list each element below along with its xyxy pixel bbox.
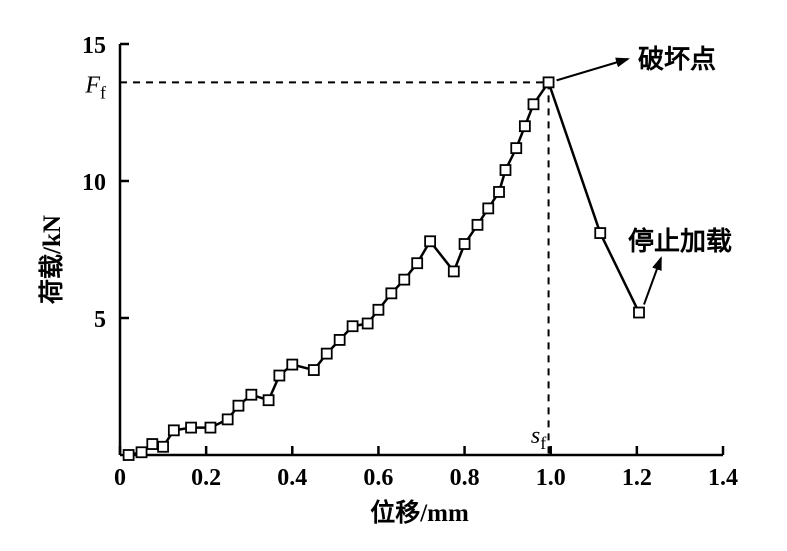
y-tick-label: 10 [82,170,106,196]
y-tick-label: 15 [82,33,106,59]
data-point-marker [424,235,437,248]
data-point-marker [493,186,505,198]
failure-point-annotation: 破坏点 [638,44,716,74]
data-point-marker [542,76,555,89]
data-point-marker [385,287,398,300]
data-point-marker [447,265,460,278]
y-axis-title: 荷载/kN [38,215,66,304]
failure-load-label-sub: f [100,82,106,102]
data-point-marker [372,303,385,316]
data-point-marker [221,413,234,426]
data-point-marker [146,438,159,450]
failure-displacement-label-main: s [531,423,540,449]
failure-point-arrow [556,57,630,82]
data-point-marker [361,317,374,330]
failure-load-label: Ff [84,72,106,102]
data-point-marker [286,358,299,371]
data-point-marker [262,394,275,407]
x-tick-label: 0.6 [363,465,393,491]
x-tick-label: 1.4 [708,465,738,491]
data-point-marker [594,227,607,239]
failure-load-label-main: F [84,72,100,98]
failure-displacement-label-sub: f [540,433,546,453]
x-tick-label: 1.0 [536,465,566,491]
x-tick-label: 1.2 [622,465,652,491]
data-point-marker [232,399,245,412]
data-point-marker [471,218,484,231]
x-tick-label: 0.2 [191,465,221,491]
data-point-marker [157,440,169,453]
data-point-marker [273,369,286,382]
stop-loading-arrow [643,256,662,305]
x-tick-label: 0.8 [450,465,480,491]
data-point-marker [320,347,333,360]
data-point-marker [307,364,320,376]
y-tick-label: 5 [94,307,106,333]
data-point-marker [122,449,135,461]
data-point-marker [204,421,217,434]
data-point-marker [633,306,645,319]
data-point-marker [245,388,258,401]
data-point-marker [135,446,148,459]
data-point-marker [482,202,495,215]
data-point-marker [510,142,523,155]
data-point-marker [518,120,531,133]
x-axis-title: 位移/mm [370,498,469,527]
data-point-marker [167,424,180,437]
data-point-marker [398,273,411,286]
data-point-marker [185,421,197,434]
series-line [128,81,641,457]
data-point-marker [499,164,512,176]
x-tick-label: 0 [114,465,126,491]
data-point-marker [458,238,471,250]
stop-loading-annotation: 停止加载 [628,226,732,256]
x-axis-ticks: 0 0.2 0.4 0.6 0.8 1.0 1.2 1.4 [114,446,738,491]
data-point-marker [527,98,540,111]
y-axis-ticks: 5 10 15 [82,33,129,333]
data-point-marker [346,320,359,333]
series-points [122,76,645,461]
data-point-marker [333,334,346,346]
failure-displacement-label: sf [531,423,546,453]
data-point-marker [411,257,424,270]
x-tick-label: 0.4 [277,465,307,491]
